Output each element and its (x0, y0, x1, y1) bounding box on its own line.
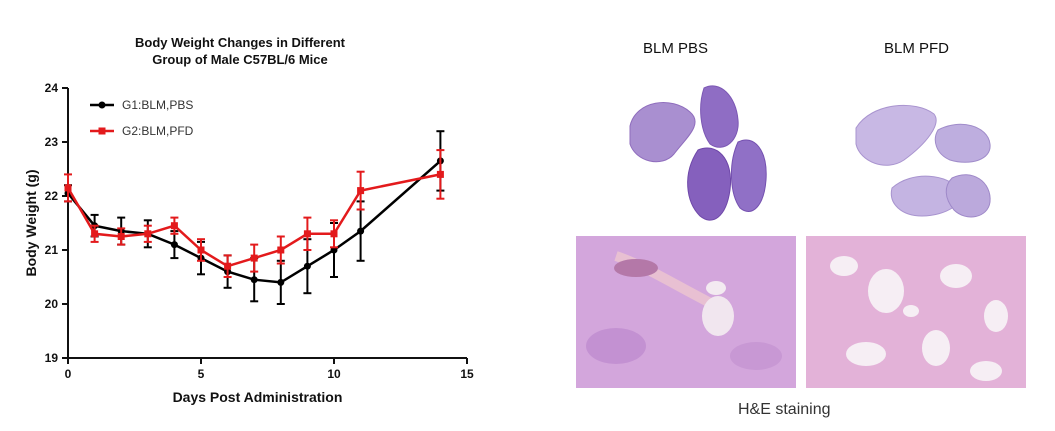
y-axis-label: Body Weight (g) (23, 169, 39, 276)
he-lowmag-pfd-image (842, 78, 1002, 243)
data-point (357, 187, 365, 195)
label-blm-pfd: BLM PFD (884, 40, 950, 57)
x-tick-label-5: 5 (198, 367, 205, 381)
data-point (250, 276, 258, 284)
body-weight-chart: Body Weight Changes in Different Group of… (23, 35, 474, 405)
x-tick-label-0: 0 (65, 367, 72, 381)
data-point (357, 227, 365, 235)
chart-title-line-0: Body Weight Changes in Different (135, 35, 346, 50)
data-point (436, 170, 444, 178)
data-point (224, 262, 232, 270)
data-point (277, 278, 285, 286)
data-point (64, 184, 72, 192)
legend-label-1: G2:BLM,PFD (122, 124, 194, 138)
y-tick-label-24: 24 (45, 81, 59, 95)
legend-label-0: G1:BLM,PBS (122, 98, 193, 112)
he-staining-caption: H&E staining (738, 401, 831, 418)
x-axis-label: Days Post Administration (173, 389, 343, 405)
data-point (330, 230, 338, 238)
legend-marker-0 (98, 101, 106, 109)
he-highmag-pfd-image (806, 236, 1026, 388)
y-tick-label-20: 20 (45, 297, 59, 311)
legend-marker-1 (98, 127, 106, 135)
data-point (91, 230, 99, 238)
data-point (170, 241, 178, 249)
chart-title-line-1: Group of Male C57BL/6 Mice (152, 52, 328, 67)
y-tick-label-23: 23 (45, 135, 59, 149)
he-highmag-pbs-image (576, 236, 796, 388)
data-point (303, 262, 311, 270)
x-tick-label-15: 15 (460, 367, 474, 381)
data-point (250, 254, 258, 262)
y-tick-label-19: 19 (45, 351, 59, 365)
y-tick-label-22: 22 (45, 189, 59, 203)
y-tick-label-21: 21 (45, 243, 59, 257)
series-0 (64, 130, 445, 305)
data-point (144, 230, 152, 238)
data-point (170, 222, 178, 230)
data-point (197, 246, 205, 254)
he-lowmag-pbs-image (612, 78, 782, 243)
series-1 (64, 149, 445, 278)
label-blm-pbs: BLM PBS (643, 40, 709, 57)
data-point (303, 230, 311, 238)
data-point (117, 233, 125, 240)
data-point (277, 246, 285, 254)
x-tick-label-10: 10 (327, 367, 341, 381)
